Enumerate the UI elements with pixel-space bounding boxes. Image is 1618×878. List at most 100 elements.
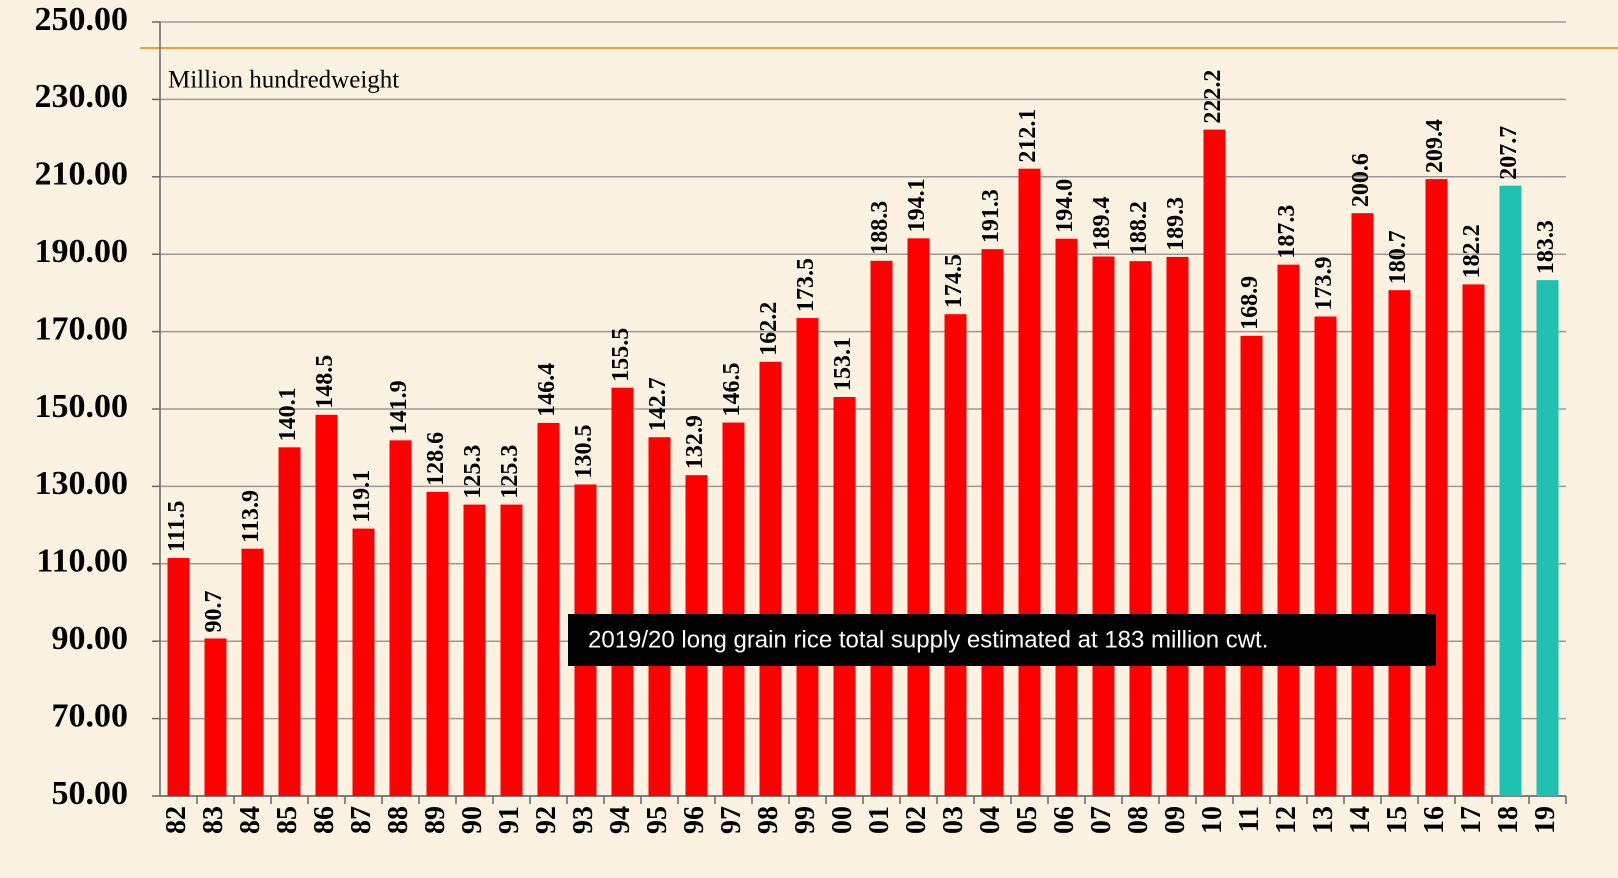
y-tick-label: 90.00 xyxy=(52,620,129,657)
x-tick-label: 18 xyxy=(1493,806,1524,834)
bar xyxy=(944,314,967,796)
value-label: 200.6 xyxy=(1348,153,1374,207)
value-label: 207.7 xyxy=(1496,126,1522,180)
bar xyxy=(389,440,412,796)
bar xyxy=(1203,129,1226,796)
value-label: 182.2 xyxy=(1459,224,1485,278)
value-label: 113.9 xyxy=(238,490,264,543)
bar xyxy=(537,422,560,796)
value-label: 187.3 xyxy=(1274,205,1300,259)
bar xyxy=(1499,185,1522,797)
x-tick-label: 89 xyxy=(420,806,451,834)
value-label: 125.3 xyxy=(460,445,486,499)
value-label: 188.2 xyxy=(1126,201,1152,255)
bar xyxy=(167,557,190,796)
x-tick-label: 93 xyxy=(568,806,599,834)
x-tick-label: 07 xyxy=(1086,806,1117,834)
x-tick-label: 14 xyxy=(1345,806,1376,834)
x-tick-label: 83 xyxy=(198,806,229,834)
value-label: 146.5 xyxy=(719,363,745,417)
bar xyxy=(1277,264,1300,796)
bar xyxy=(426,491,449,796)
bar xyxy=(722,422,745,796)
x-tick-label: 06 xyxy=(1049,806,1080,834)
y-tick-label: 190.00 xyxy=(35,233,129,270)
bar xyxy=(611,387,634,796)
bar xyxy=(1166,256,1189,796)
bar xyxy=(1055,238,1078,797)
y-tick-label: 230.00 xyxy=(35,78,129,115)
y-tick-label: 170.00 xyxy=(35,310,129,347)
x-tick-label: 11 xyxy=(1234,806,1265,832)
bar xyxy=(1388,290,1411,796)
bar xyxy=(463,504,486,796)
bar xyxy=(1425,179,1448,796)
value-label: 155.5 xyxy=(608,328,634,382)
y-tick-label: 50.00 xyxy=(52,775,129,812)
y-tick-label: 210.00 xyxy=(35,156,129,193)
bar xyxy=(315,414,338,796)
bar xyxy=(981,249,1004,796)
y-tick-label: 110.00 xyxy=(36,543,128,580)
value-label: 212.1 xyxy=(1015,109,1041,163)
x-tick-label: 90 xyxy=(457,806,488,834)
x-tick-label: 96 xyxy=(679,806,710,834)
bar xyxy=(352,528,375,796)
value-label: 209.4 xyxy=(1422,119,1448,173)
value-label: 90.7 xyxy=(201,590,227,632)
x-tick-label: 98 xyxy=(753,806,784,834)
value-label: 194.1 xyxy=(904,178,930,232)
x-tick-label: 08 xyxy=(1123,806,1154,834)
bar xyxy=(278,447,301,796)
x-tick-label: 03 xyxy=(938,806,969,834)
x-tick-label: 12 xyxy=(1271,806,1302,834)
bar xyxy=(907,238,930,796)
x-tick-label: 85 xyxy=(272,806,303,834)
value-label: 173.5 xyxy=(793,258,819,312)
x-tick-label: 16 xyxy=(1419,806,1450,834)
value-label: 194.0 xyxy=(1052,179,1078,233)
bar xyxy=(796,318,819,796)
annotation-box xyxy=(568,614,1436,666)
bar xyxy=(1092,256,1115,797)
x-tick-label: 95 xyxy=(642,806,673,834)
annotation: 2019/20 long grain rice total supply est… xyxy=(588,626,1268,653)
x-tick-label: 87 xyxy=(346,806,377,834)
value-label: 125.3 xyxy=(497,445,523,499)
x-tick-label: 05 xyxy=(1012,806,1043,834)
x-tick-label: 15 xyxy=(1382,806,1413,834)
x-tick-label: 04 xyxy=(975,806,1006,834)
unit-label: Million hundredweight xyxy=(168,67,399,94)
bar xyxy=(1536,280,1559,796)
bar xyxy=(1462,284,1485,796)
bar xyxy=(1240,335,1263,796)
x-tick-label: 84 xyxy=(235,806,266,834)
value-label: 188.3 xyxy=(867,201,893,255)
bar xyxy=(1314,316,1337,796)
value-label: 191.3 xyxy=(978,189,1004,243)
y-tick-label: 250.00 xyxy=(35,1,129,38)
bar xyxy=(759,361,782,796)
x-tick-label: 88 xyxy=(383,806,414,834)
x-tick-label: 10 xyxy=(1197,806,1228,834)
x-tick-label: 97 xyxy=(716,806,747,834)
value-label: 173.9 xyxy=(1311,257,1337,311)
bar xyxy=(500,504,523,796)
bar xyxy=(1129,261,1152,796)
y-tick-label: 150.00 xyxy=(35,388,129,425)
value-label: 142.7 xyxy=(645,377,671,431)
value-label: 183.3 xyxy=(1533,220,1559,274)
value-label: 132.9 xyxy=(682,415,708,469)
bar xyxy=(1351,213,1374,797)
value-label: 119.1 xyxy=(349,470,375,523)
value-label: 141.9 xyxy=(386,380,412,434)
y-tick-label: 130.00 xyxy=(35,465,129,502)
y-tick-label: 70.00 xyxy=(52,697,129,734)
value-label: 111.5 xyxy=(164,501,190,552)
bar xyxy=(1018,168,1041,797)
x-tick-label: 09 xyxy=(1160,806,1191,834)
value-label: 189.3 xyxy=(1163,197,1189,251)
x-tick-label: 01 xyxy=(864,806,895,834)
x-tick-label: 19 xyxy=(1530,806,1561,834)
